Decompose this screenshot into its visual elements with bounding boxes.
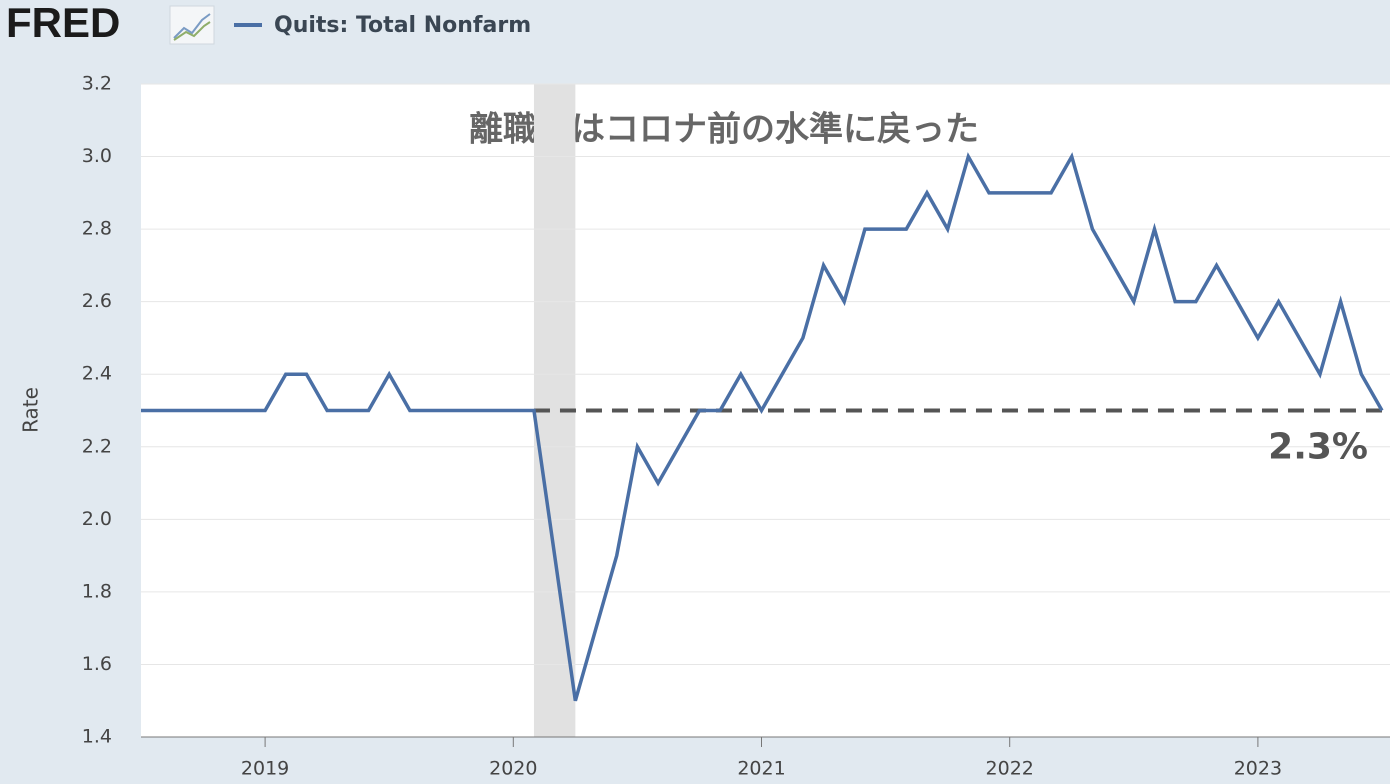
logo[interactable]: FRED [6, 0, 120, 46]
y-axis-label: Rate [19, 387, 43, 433]
x-tick-label: 2021 [737, 758, 785, 780]
x-tick-label: 2019 [241, 758, 289, 780]
x-tick-label: 2023 [1234, 758, 1282, 780]
y-tick-label: 1.4 [82, 726, 112, 748]
y-tick-label: 2.6 [82, 290, 112, 312]
logo-icon [169, 5, 215, 45]
x-tick-label: 2022 [986, 758, 1034, 780]
y-tick-label: 2.4 [82, 363, 112, 385]
y-tick-label: 1.6 [82, 653, 112, 675]
y-tick-label: 3.2 [82, 73, 112, 95]
legend-label[interactable]: Quits: Total Nonfarm [274, 13, 531, 38]
reference-label: 2.3% [1268, 427, 1368, 468]
y-tick-label: 3.0 [82, 145, 112, 167]
y-tick-label: 1.8 [82, 580, 112, 602]
y-tick-label: 2.0 [82, 508, 112, 530]
data-line [141, 152, 1384, 702]
y-tick-label: 2.8 [82, 218, 112, 240]
y-tick-label: 2.2 [82, 435, 112, 457]
x-tick-label: 2020 [489, 758, 537, 780]
